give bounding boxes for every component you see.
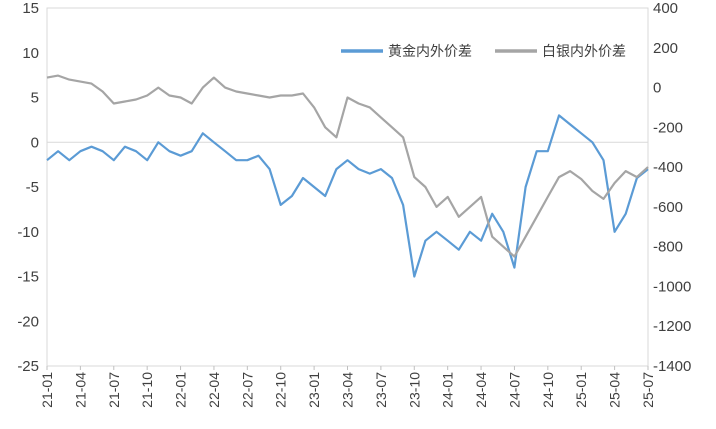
right-axis-tick-label: 0 <box>653 80 661 97</box>
right-axis-tick-label: -600 <box>653 199 683 216</box>
right-axis-tick-label: -800 <box>653 239 683 256</box>
legend-label-silver: 白银内外价差 <box>542 44 626 60</box>
right-axis-tick-label: 400 <box>653 0 678 17</box>
x-axis-tick-label: 25-04 <box>607 372 623 408</box>
x-axis-tick-label: 24-01 <box>440 372 456 408</box>
x-axis-tick-label: 24-10 <box>540 372 556 408</box>
x-axis-tick-label: 22-07 <box>239 372 255 408</box>
left-axis-tick-label: -15 <box>17 269 39 286</box>
x-axis-tick-label: 22-04 <box>206 372 222 408</box>
x-axis-tick-label: 21-04 <box>72 372 88 408</box>
legend-label-gold: 黄金内外价差 <box>388 43 472 60</box>
series-line-gold <box>46 114 649 278</box>
right-axis-tick-label: -1200 <box>653 318 691 335</box>
x-axis-tick-label: 24-04 <box>473 372 489 408</box>
left-axis-tick-label: 15 <box>22 0 39 17</box>
x-axis-tick-label: 21-01 <box>39 372 55 408</box>
x-axis-tick-label: 22-01 <box>173 372 189 408</box>
left-axis-tick-label: 5 <box>31 90 39 107</box>
left-axis-tick-label: -25 <box>17 358 39 375</box>
x-axis-tick-label: 23-07 <box>373 372 389 408</box>
x-axis-tick-label: 21-07 <box>106 372 122 408</box>
left-axis-tick-label: 10 <box>22 45 39 62</box>
right-axis-tick-label: -1400 <box>653 358 691 375</box>
legend: 黄金内外价差 白银内外价差 <box>341 43 626 60</box>
left-axis-tick-label: -5 <box>26 179 39 196</box>
plot-frame <box>46 7 649 367</box>
series-layer <box>46 74 649 278</box>
x-axis-tick-label: 25-07 <box>640 372 656 408</box>
left-axis-tick-label: -20 <box>17 313 39 330</box>
axes-layer: 15 10 5 0 -5 -10 -15 -20 -25 400 200 0 -200 -400 -600 -… <box>17 0 691 408</box>
plot-area <box>46 7 649 367</box>
x-axis-tick-label: 22-10 <box>273 372 289 408</box>
x-axis-tick-label: 25-01 <box>573 372 589 408</box>
right-axis-tick-label: -400 <box>653 159 683 176</box>
right-axis-tick-label: -200 <box>653 119 683 136</box>
x-axis-tick-label: 23-01 <box>306 372 322 408</box>
right-axis-tick-label: -1000 <box>653 278 691 295</box>
x-axis-tick-label: 21-10 <box>139 372 155 408</box>
x-axis-tick-label: 23-10 <box>406 372 422 408</box>
left-axis-tick-label: -10 <box>17 224 39 241</box>
x-axis-tick-label: 23-04 <box>340 372 356 408</box>
x-axis-tick-label: 24-07 <box>506 372 522 408</box>
series-line-silver <box>46 74 649 258</box>
left-axis-tick-label: 0 <box>31 134 39 151</box>
right-axis-tick-label: 200 <box>653 40 678 57</box>
